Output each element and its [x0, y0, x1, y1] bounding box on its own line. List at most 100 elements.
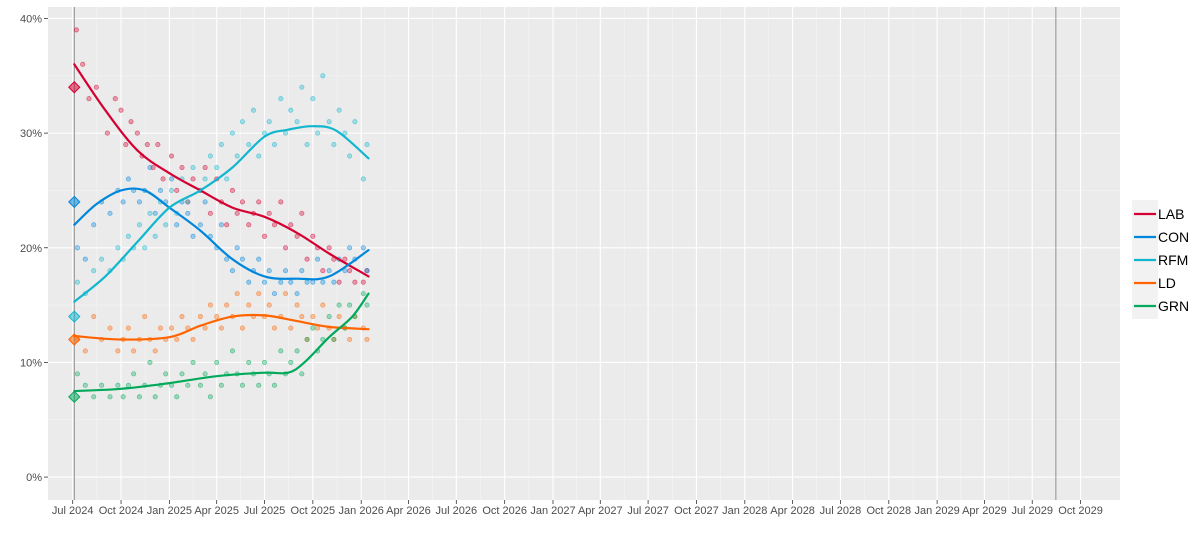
poll-point-grn — [261, 359, 268, 365]
grid-major — [48, 7, 1120, 500]
poll-point-ld — [82, 348, 88, 354]
y-tick-label: 0% — [26, 472, 42, 484]
poll-point-rfm — [299, 84, 305, 90]
y-tick-label: 10% — [20, 357, 42, 369]
poll-point-ld — [131, 348, 137, 354]
poll-point-grn — [91, 394, 97, 400]
poll-point-ld — [299, 314, 305, 320]
poll-point-con — [202, 199, 208, 205]
poll-point-rfm — [347, 153, 353, 159]
poll-point-ld — [320, 302, 326, 308]
trend-line-ld — [73, 313, 370, 341]
poll-point-lab — [320, 268, 326, 274]
poll-point-ld — [294, 302, 300, 308]
poll-point-lab — [112, 96, 118, 102]
poll-point-grn — [310, 325, 316, 331]
poll-point-con — [310, 279, 316, 285]
poll-point-grn — [131, 371, 137, 377]
poll-point-con — [157, 187, 164, 193]
poll-point-rfm — [278, 96, 284, 102]
x-tick-label: Oct 2025 — [291, 505, 336, 517]
poll-point-rfm — [115, 245, 121, 251]
poll-point-rfm — [331, 142, 337, 148]
poll-point-ld — [152, 348, 158, 354]
x-tick-label: Jul 2026 — [436, 505, 478, 517]
poll-point-lab — [299, 210, 305, 216]
poll-point-rfm — [207, 153, 213, 159]
legend-label-ld: LD — [1158, 275, 1176, 291]
election-result-lab — [68, 81, 81, 94]
poll-point-lab — [144, 142, 150, 148]
poll-point-ld — [347, 336, 353, 343]
poll-point-grn — [163, 371, 169, 377]
poll-point-ld — [174, 336, 180, 343]
poll-point-lab — [104, 130, 110, 136]
poll-point-grn — [136, 394, 142, 400]
poll-point-lab — [326, 245, 332, 251]
poll-point-lab — [336, 279, 342, 285]
poll-point-rfm — [163, 222, 169, 228]
poll-point-grn — [107, 394, 113, 400]
poll-point-grn — [336, 302, 342, 308]
poll-point-rfm — [310, 96, 316, 102]
y-tick-label: 30% — [20, 128, 42, 140]
poll-point-grn — [360, 291, 366, 297]
poll-point-grn — [174, 394, 180, 400]
x-tick-label: Jul 2028 — [820, 505, 862, 517]
x-tick-label: Oct 2027 — [674, 505, 719, 517]
poll-point-con — [364, 268, 370, 274]
poll-point-ld — [364, 336, 370, 343]
poll-point-ld — [142, 314, 148, 320]
trend-line-grn — [73, 292, 370, 393]
poll-point-con — [197, 222, 203, 228]
poll-point-grn — [202, 371, 208, 377]
poll-point-lab — [342, 256, 348, 262]
poll-point-rfm — [364, 142, 370, 148]
poll-point-ld — [168, 325, 175, 331]
poll-point-rfm — [202, 176, 208, 182]
poll-point-lab — [234, 210, 240, 216]
x-axis: Jul 2024 Oct 2024 Jan 2025 Apr 2025 Jul 2025… — [52, 500, 1103, 517]
poll-point-con — [326, 268, 332, 274]
poll-point-lab — [256, 199, 262, 205]
poll-point-con — [136, 199, 142, 205]
poll-point-lab — [347, 268, 353, 274]
x-tick-label: Apr 2028 — [770, 505, 815, 517]
x-tick-label: Jan 2026 — [339, 505, 384, 517]
poll-point-con — [294, 291, 300, 297]
poll-point-lab — [73, 27, 79, 33]
poll-point-con — [234, 245, 240, 251]
poll-point-ld — [234, 291, 240, 297]
poll-point-ld — [218, 325, 224, 331]
poll-point-rfm — [91, 268, 97, 274]
poll-point-con — [147, 164, 153, 171]
poll-point-rfm — [168, 187, 175, 193]
poll-point-con — [125, 176, 131, 182]
poll-point-lab — [246, 222, 252, 228]
poll-point-lab — [207, 210, 213, 216]
poll-point-rfm — [294, 119, 300, 125]
poll-point-con — [229, 268, 235, 274]
poll-point-ld — [197, 314, 203, 320]
election-result-grn — [68, 390, 81, 404]
poll-point-rfm — [360, 176, 366, 182]
plot-panel — [48, 7, 1120, 500]
election-result-con — [68, 195, 81, 209]
grid-minor — [48, 7, 1120, 500]
poll-point-grn — [115, 382, 121, 388]
poll-point-con — [347, 245, 353, 251]
poll-point-rfm — [234, 153, 240, 159]
poll-point-ld — [256, 291, 262, 297]
poll-point-con — [246, 279, 252, 285]
poll-point-con — [91, 222, 97, 228]
poll-point-ld — [125, 325, 131, 331]
x-tick-label: Jan 2027 — [530, 505, 575, 517]
poll-point-rfm — [125, 233, 131, 239]
poll-point-lab — [155, 142, 161, 148]
poll-point-con — [190, 233, 196, 239]
poll-point-ld — [288, 325, 294, 331]
poll-point-grn — [364, 302, 370, 308]
poll-point-con — [271, 291, 278, 297]
